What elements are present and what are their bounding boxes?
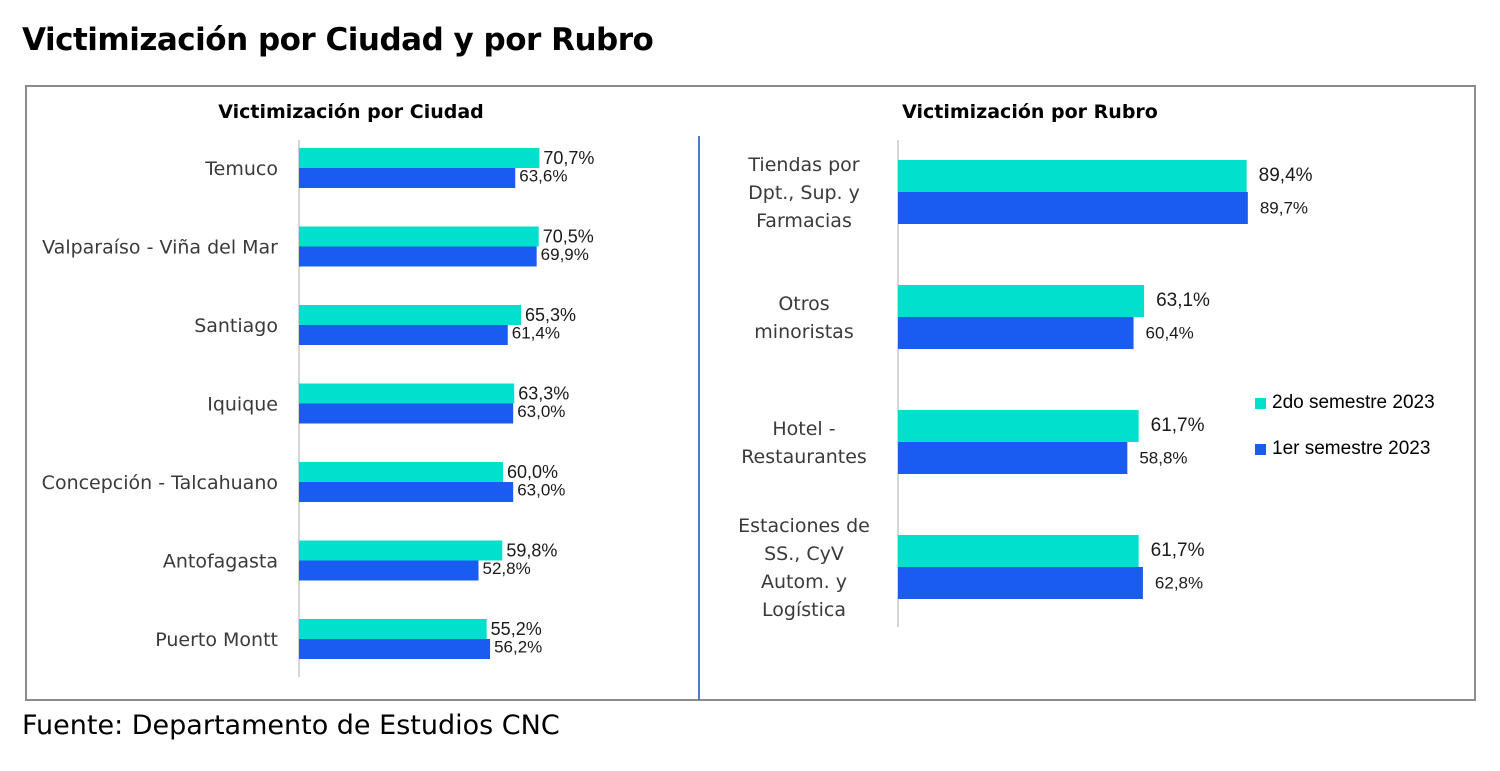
data-label-1-0-2: 61,7% bbox=[1151, 415, 1205, 436]
panel-divider bbox=[698, 136, 700, 700]
bar-0-0-3 bbox=[299, 383, 515, 404]
bar-1-1-0 bbox=[898, 192, 1248, 224]
data-label-1-0-3: 61,7% bbox=[1151, 540, 1205, 561]
data-label-0-1-0: 63,6% bbox=[519, 166, 567, 185]
data-label-0-0-4: 60,0% bbox=[507, 462, 558, 482]
category-label-line-1-1-0: Otros bbox=[778, 293, 829, 315]
data-label-0-1-5: 52,8% bbox=[483, 559, 531, 578]
data-label-0-0-3: 63,3% bbox=[518, 383, 569, 403]
bar-0-0-2 bbox=[299, 305, 522, 325]
category-label-line-0-5-0: Antofagasta bbox=[163, 551, 278, 573]
page-title: Victimización por Ciudad y por Rubro bbox=[22, 22, 654, 58]
category-label-line-1-3-3: Logística bbox=[762, 599, 846, 621]
category-label-1-1: Otros minoristas bbox=[754, 293, 853, 343]
bar-0-0-6 bbox=[299, 619, 487, 639]
bar-0-0-1 bbox=[299, 226, 539, 247]
data-label-0-0-5: 59,8% bbox=[506, 540, 557, 560]
data-label-1-0-1: 63,1% bbox=[1156, 290, 1210, 311]
category-label-line-1-1-1: minoristas bbox=[754, 321, 853, 343]
category-label-line-1-2-0: Hotel - bbox=[772, 418, 835, 440]
category-label-0-4: Concepción - Talcahuano bbox=[42, 472, 278, 494]
bar-1-0-3 bbox=[898, 535, 1139, 567]
data-label-0-1-3: 63,0% bbox=[517, 402, 565, 421]
category-label-line-1-0-0: Tiendas por bbox=[747, 154, 859, 176]
category-label-line-1-3-0: Estaciones de bbox=[738, 515, 870, 537]
bar-0-0-5 bbox=[299, 540, 503, 561]
category-label-line-0-0-0: Temuco bbox=[204, 158, 278, 180]
data-label-1-1-2: 58,8% bbox=[1139, 448, 1187, 467]
bar-0-1-4 bbox=[299, 482, 514, 502]
bar-1-1-1 bbox=[898, 317, 1134, 349]
category-label-line-1-3-2: Autom. y bbox=[761, 571, 847, 593]
category-label-0-5: Antofagasta bbox=[163, 551, 278, 573]
data-label-1-1-1: 60,4% bbox=[1146, 323, 1194, 342]
bar-0-0-0 bbox=[299, 148, 540, 168]
category-label-line-0-2-0: Santiago bbox=[194, 315, 278, 337]
category-label-1-2: Hotel - Restaurantes bbox=[741, 418, 867, 468]
data-label-1-0-0: 89,4% bbox=[1259, 165, 1313, 186]
data-label-1-1-3: 62,8% bbox=[1155, 573, 1203, 592]
bar-1-0-1 bbox=[898, 285, 1145, 317]
category-label-line-1-0-1: Dpt., Sup. y bbox=[748, 182, 860, 204]
category-label-line-1-0-2: Farmacias bbox=[756, 210, 852, 232]
category-label-line-0-1-0: Valparaíso - Viña del Mar bbox=[42, 237, 278, 259]
chart-title-0: Victimización por Ciudad bbox=[218, 101, 484, 123]
legend: 2do semestre 2023 1er semestre 2023 bbox=[1255, 391, 1435, 483]
data-label-0-1-6: 56,2% bbox=[494, 637, 542, 656]
category-label-0-6: Puerto Montt bbox=[155, 629, 278, 651]
bar-0-0-4 bbox=[299, 462, 503, 482]
bar-0-1-5 bbox=[299, 560, 479, 581]
bar-1-0-0 bbox=[898, 160, 1247, 192]
bar-1-0-2 bbox=[898, 410, 1139, 442]
legend-item-1er: 1er semestre 2023 bbox=[1255, 437, 1435, 461]
bar-0-1-1 bbox=[299, 246, 537, 267]
category-label-1-3: Estaciones de SS., CyV Autom. y Logística bbox=[738, 515, 870, 621]
data-label-0-0-0: 70,7% bbox=[543, 148, 594, 168]
category-label-line-1-3-1: SS., CyV bbox=[764, 543, 844, 565]
bar-1-1-3 bbox=[898, 567, 1143, 599]
bar-1-1-2 bbox=[898, 442, 1128, 474]
category-label-0-2: Santiago bbox=[194, 315, 278, 337]
legend-swatch-1er bbox=[1255, 443, 1266, 455]
bar-0-1-0 bbox=[299, 168, 516, 188]
legend-swatch-2do bbox=[1255, 397, 1266, 409]
category-label-1-0: Tiendas por Dpt., Sup. y Farmacias bbox=[747, 154, 859, 232]
bar-0-1-6 bbox=[299, 639, 491, 659]
category-label-line-0-4-0: Concepción - Talcahuano bbox=[42, 472, 278, 494]
data-label-0-0-2: 65,3% bbox=[525, 305, 576, 325]
category-label-0-0: Temuco bbox=[204, 158, 278, 180]
category-label-0-1: Valparaíso - Viña del Mar bbox=[42, 237, 278, 259]
data-label-0-0-1: 70,5% bbox=[543, 226, 594, 246]
legend-label-2do: 2do semestre 2023 bbox=[1272, 392, 1435, 413]
category-label-line-1-2-1: Restaurantes bbox=[741, 446, 867, 468]
chart-title-1: Victimización por Rubro bbox=[902, 101, 1158, 123]
bar-0-1-2 bbox=[299, 325, 508, 345]
legend-item-2do: 2do semestre 2023 bbox=[1255, 391, 1435, 415]
category-label-0-3: Iquique bbox=[207, 394, 278, 416]
category-label-line-0-3-0: Iquique bbox=[207, 394, 278, 416]
category-label-line-0-6-0: Puerto Montt bbox=[155, 629, 278, 651]
bar-0-1-3 bbox=[299, 403, 514, 424]
data-label-0-1-1: 69,9% bbox=[541, 245, 589, 264]
charts-frame bbox=[25, 85, 1476, 701]
data-label-0-0-6: 55,2% bbox=[491, 619, 542, 639]
data-label-1-1-0: 89,7% bbox=[1260, 198, 1308, 217]
data-label-0-1-2: 61,4% bbox=[512, 323, 560, 342]
source-note: Fuente: Departamento de Estudios CNC bbox=[22, 710, 560, 741]
data-label-0-1-4: 63,0% bbox=[517, 480, 565, 499]
legend-label-1er: 1er semestre 2023 bbox=[1272, 438, 1431, 459]
